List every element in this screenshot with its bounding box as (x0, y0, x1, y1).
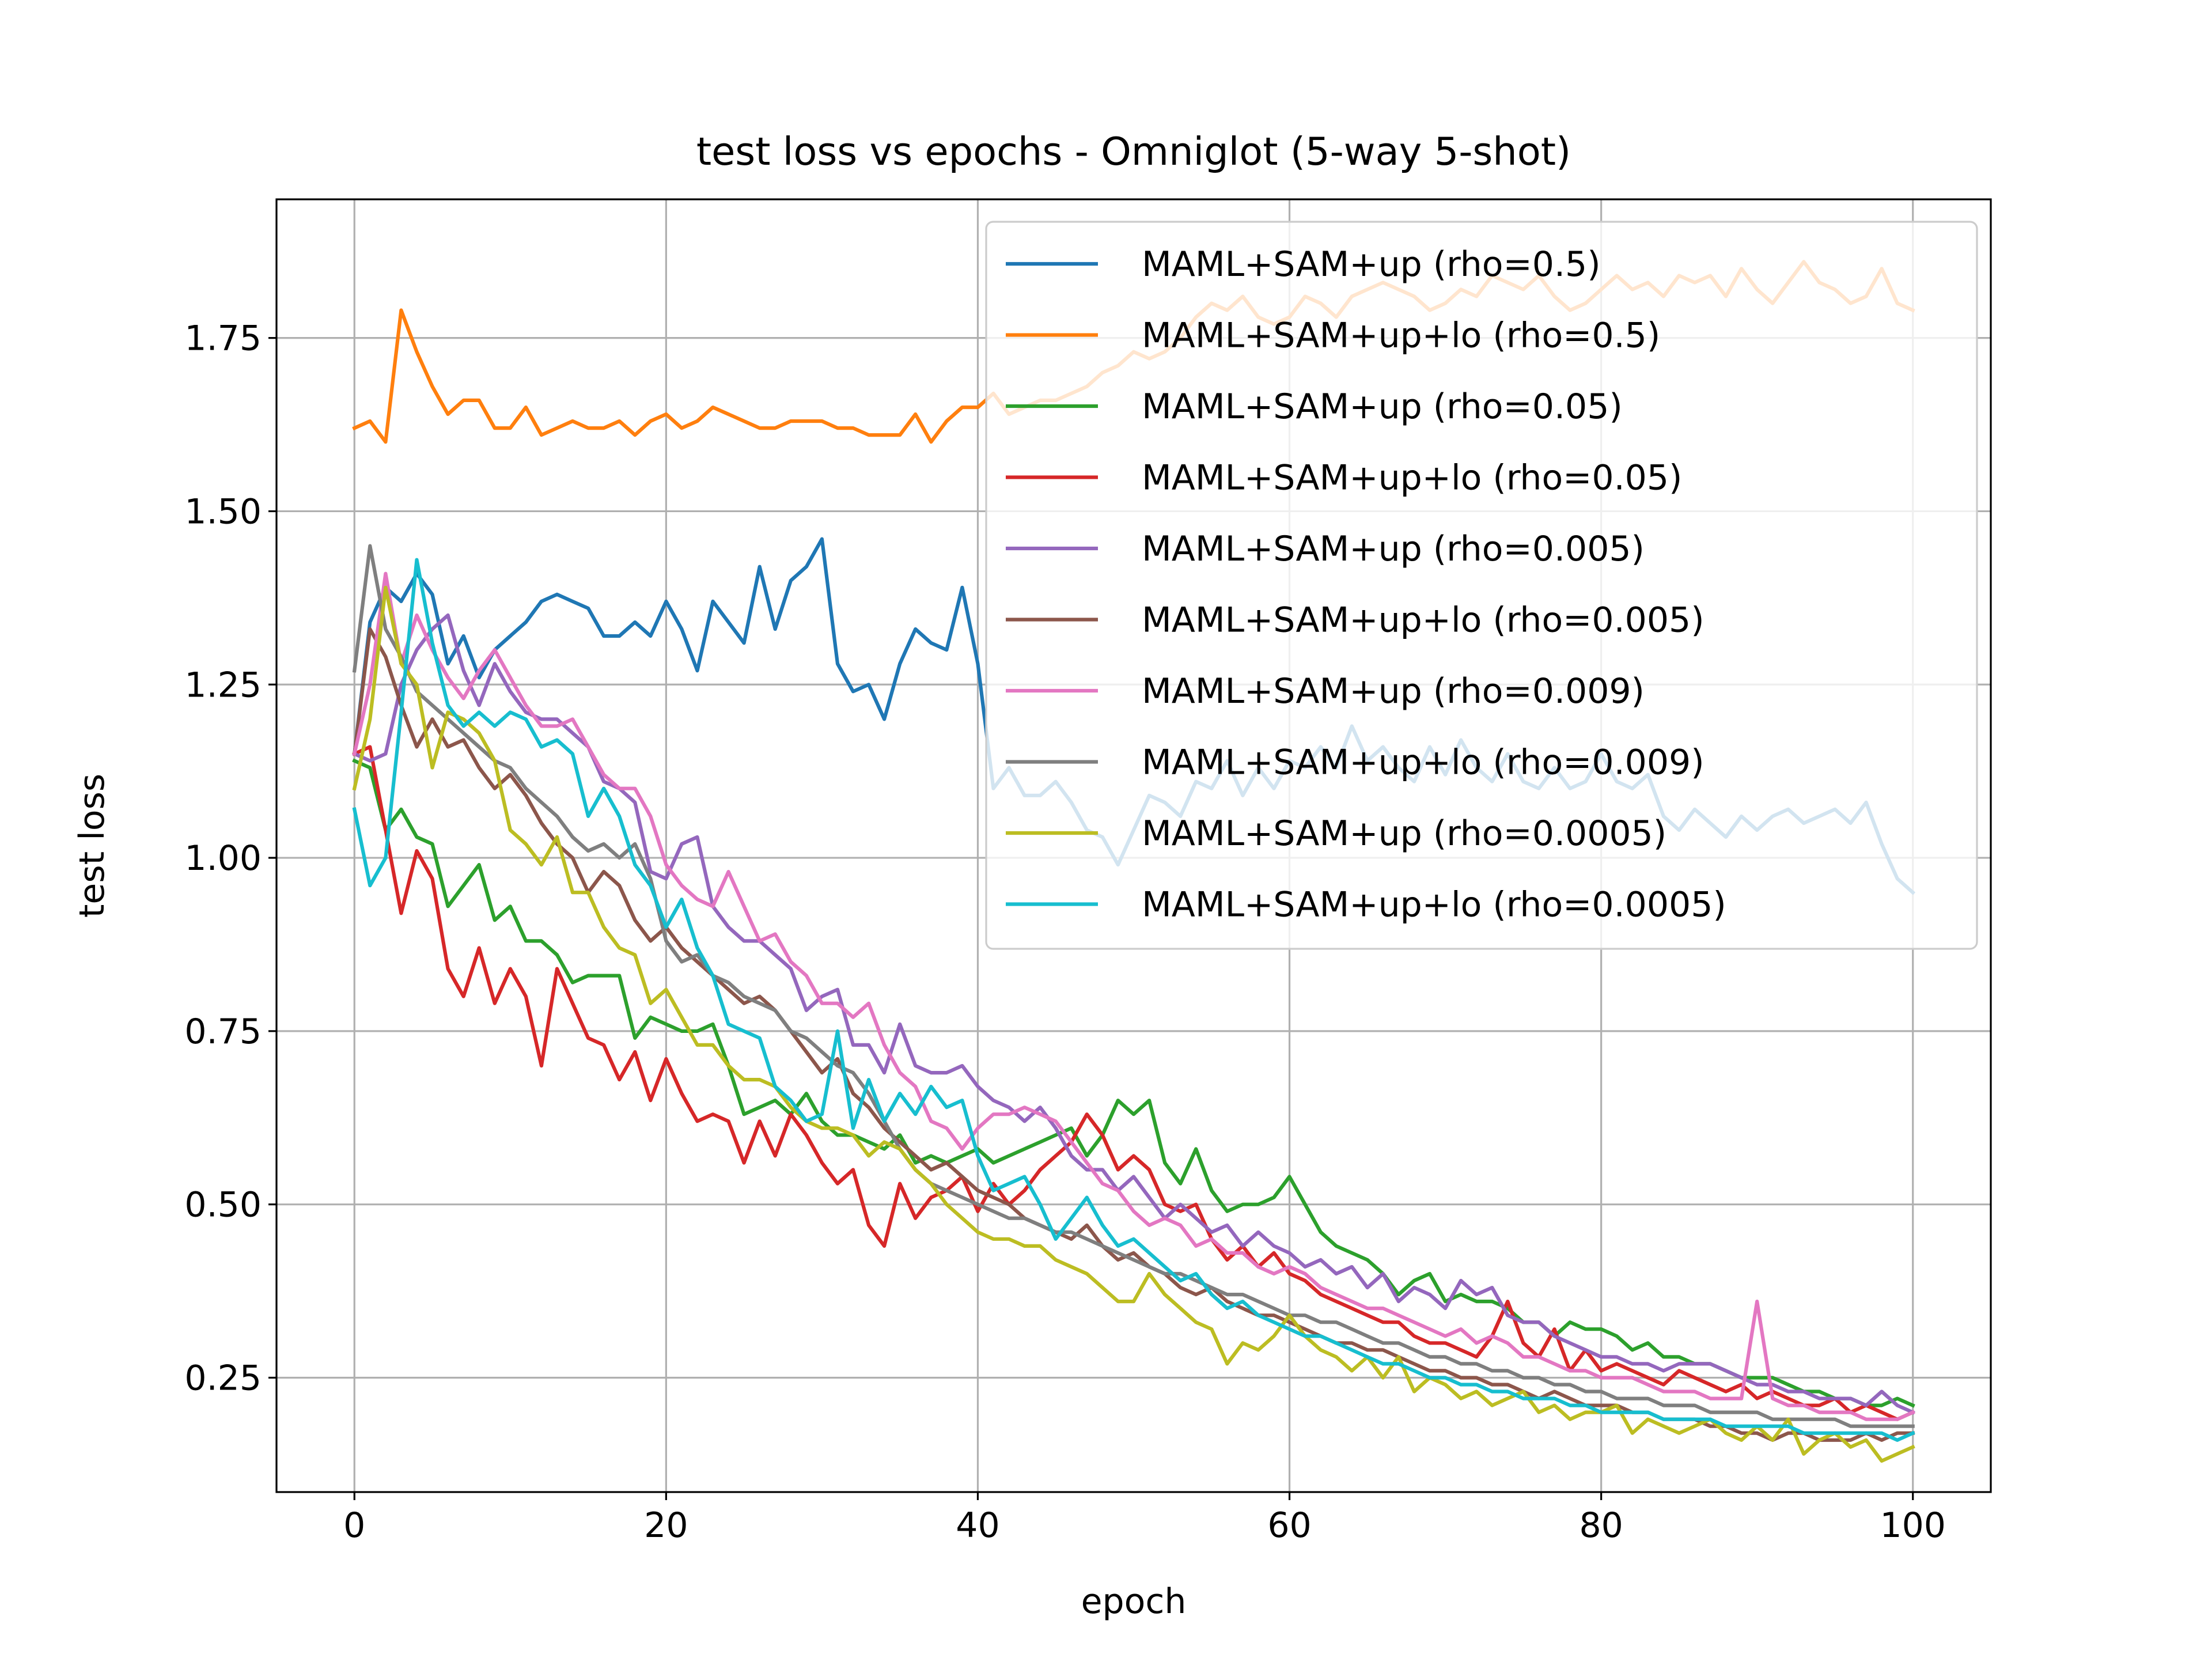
legend: MAML+SAM+up (rho=0.5) MAML+SAM+up+lo (rho… (985, 221, 1978, 950)
legend-entry: MAML+SAM+up+lo (rho=0.5) (1006, 316, 1660, 356)
legend-entry: MAML+SAM+up+lo (rho=0.009) (1006, 743, 1705, 783)
y-tick-label: 1.00 (184, 838, 262, 879)
legend-entry: MAML+SAM+up (rho=0.5) (1006, 244, 1601, 285)
plot-frame (275, 198, 1992, 1493)
y-axis-label: test loss (72, 774, 112, 918)
legend-label: MAML+SAM+up (rho=0.0005) (1142, 813, 1666, 854)
legend-entry: MAML+SAM+up (rho=0.009) (1006, 671, 1645, 711)
legend-label: MAML+SAM+up+lo (rho=0.5) (1142, 316, 1660, 356)
x-tick-label: 20 (644, 1505, 688, 1546)
legend-box (985, 221, 1978, 950)
legend-entry: MAML+SAM+up (rho=0.005) (1006, 529, 1645, 569)
x-axis-label: epoch (1081, 1581, 1187, 1622)
legend-entry: MAML+SAM+up+lo (rho=0.005) (1006, 600, 1705, 641)
legend-label: MAML+SAM+up+lo (rho=0.009) (1142, 743, 1705, 783)
legend-label: MAML+SAM+up (rho=0.009) (1142, 671, 1645, 711)
y-tick-label: 1.50 (184, 491, 262, 532)
series-line-9 (352, 585, 1915, 1463)
y-tick-label: 0.50 (184, 1185, 262, 1225)
axis-ticks: 0 20 40 60 80 100 0.25 0.50 0.75 1.00 1.25 1.50 1.75 (184, 319, 1946, 1546)
x-tick-label: 80 (1579, 1505, 1623, 1546)
legend-entry: MAML+SAM+up (rho=0.0005) (1006, 813, 1666, 854)
y-tick-label: 0.75 (184, 1012, 262, 1052)
y-tick-label: 1.75 (184, 319, 262, 359)
chart-title: test loss vs epochs - Omniglot (5-way 5-… (696, 129, 1571, 174)
series-line-3 (352, 758, 1915, 1408)
x-tick-label: 100 (1880, 1505, 1946, 1546)
legend-label: MAML+SAM+up (rho=0.05) (1142, 387, 1623, 427)
series-line-4 (352, 745, 1915, 1421)
legend-label: MAML+SAM+up+lo (rho=0.05) (1142, 458, 1682, 498)
x-tick-label: 0 (343, 1505, 365, 1546)
legend-label: MAML+SAM+up (rho=0.5) (1142, 244, 1601, 285)
legend-label: MAML+SAM+up+lo (rho=0.005) (1142, 600, 1705, 641)
legend-label: MAML+SAM+up (rho=0.005) (1142, 529, 1645, 569)
series-line-7 (352, 571, 1915, 1421)
x-tick-label: 60 (1267, 1505, 1311, 1546)
series-line-8 (352, 544, 1915, 1428)
legend-entry: MAML+SAM+up+lo (rho=0.05) (1006, 458, 1682, 498)
legend-entry: MAML+SAM+up+lo (rho=0.0005) (1006, 885, 1726, 925)
legend-entry: MAML+SAM+up (rho=0.05) (1006, 387, 1623, 427)
y-tick-label: 0.25 (184, 1358, 262, 1398)
x-tick-label: 40 (956, 1505, 999, 1546)
y-tick-label: 1.25 (184, 665, 262, 705)
series-line-10 (352, 558, 1915, 1442)
legend-label: MAML+SAM+up+lo (rho=0.0005) (1142, 885, 1726, 925)
